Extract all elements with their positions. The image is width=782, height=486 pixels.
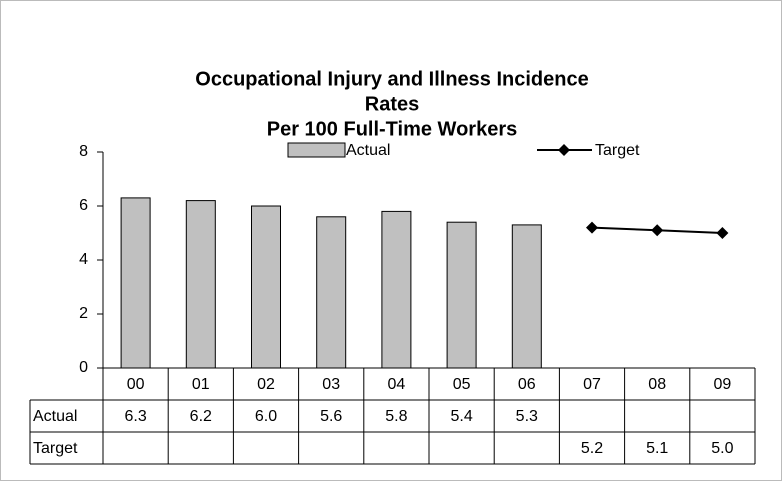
table-cell: 6.0 (255, 408, 277, 425)
y-tick-label: 2 (79, 305, 88, 322)
x-tick-label: 03 (322, 376, 340, 393)
x-tick-label: 06 (518, 376, 536, 393)
x-tick-label: 02 (257, 376, 275, 393)
table-cell: 6.2 (190, 408, 212, 425)
bar (381, 210, 412, 369)
legend-label: Target (595, 142, 640, 159)
x-tick-label: 07 (583, 376, 601, 393)
x-tick-label: 08 (648, 376, 666, 393)
table-cell: 5.6 (320, 408, 342, 425)
table-cell: 5.0 (711, 440, 733, 457)
bar (185, 200, 216, 369)
x-tick-label: 04 (388, 376, 406, 393)
table-cell: 6.3 (124, 408, 146, 425)
y-tick-label: 4 (79, 251, 88, 268)
legend-swatch (287, 142, 346, 158)
marker (716, 227, 729, 239)
x-tick-label: 00 (127, 376, 145, 393)
chart-title: Occupational Injury and Illness Incidenc… (195, 68, 588, 90)
table-cell: 5.1 (646, 440, 668, 457)
marker (586, 221, 598, 234)
table-cell: 5.4 (450, 408, 472, 425)
bar (120, 197, 151, 369)
chart-title: Per 100 Full-Time Workers (267, 118, 517, 140)
legend-label: Actual (346, 142, 390, 159)
bar (511, 224, 542, 369)
legend-swatch (558, 144, 570, 156)
x-tick-label: 05 (453, 376, 471, 393)
bar (316, 216, 347, 369)
y-tick-label: 0 (79, 359, 88, 376)
x-tick-label: 09 (714, 376, 732, 393)
table-cell: 5.2 (581, 440, 603, 457)
table-cell: 5.3 (516, 408, 538, 425)
table-cell: 5.8 (385, 408, 407, 425)
y-tick-label: 6 (79, 197, 88, 214)
x-tick-label: 01 (192, 376, 210, 393)
table-row-header: Target (33, 440, 78, 457)
table-row-header: Actual (33, 408, 77, 425)
bar (446, 221, 477, 369)
bar (251, 205, 281, 369)
marker (651, 224, 664, 237)
y-tick-label: 8 (79, 143, 88, 160)
chart-title: Rates (365, 93, 419, 115)
